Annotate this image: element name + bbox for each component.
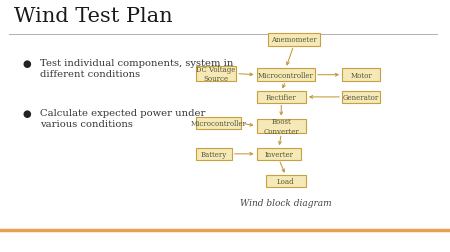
FancyBboxPatch shape — [268, 34, 320, 46]
Text: Calculate expected power under
various conditions: Calculate expected power under various c… — [40, 109, 206, 128]
Text: Test individual components, system in
different conditions: Test individual components, system in di… — [40, 59, 234, 78]
FancyBboxPatch shape — [196, 67, 236, 82]
FancyBboxPatch shape — [256, 149, 302, 160]
Text: Wind Test Plan: Wind Test Plan — [14, 7, 172, 26]
Text: ●: ● — [22, 59, 31, 69]
Text: Generator: Generator — [343, 93, 379, 102]
FancyBboxPatch shape — [196, 149, 232, 160]
FancyBboxPatch shape — [256, 92, 306, 103]
Text: Wind block diagram: Wind block diagram — [240, 199, 332, 207]
Text: Battery: Battery — [201, 150, 227, 158]
FancyBboxPatch shape — [342, 92, 380, 103]
Text: Microcontroller: Microcontroller — [190, 120, 246, 128]
FancyBboxPatch shape — [256, 69, 315, 82]
FancyBboxPatch shape — [266, 176, 306, 187]
Text: Microcontroller: Microcontroller — [258, 71, 314, 79]
Text: Inverter: Inverter — [265, 150, 293, 158]
Text: Rectifier: Rectifier — [266, 93, 297, 102]
Text: DC Voltage
Source: DC Voltage Source — [196, 66, 236, 83]
Text: ●: ● — [22, 109, 31, 119]
Text: Load: Load — [277, 177, 295, 185]
FancyBboxPatch shape — [196, 118, 241, 129]
FancyBboxPatch shape — [342, 69, 380, 82]
FancyBboxPatch shape — [256, 119, 306, 134]
Text: Boost
Converter: Boost Converter — [263, 118, 299, 135]
Text: Anemometer: Anemometer — [271, 36, 316, 44]
Text: Motor: Motor — [350, 71, 372, 79]
